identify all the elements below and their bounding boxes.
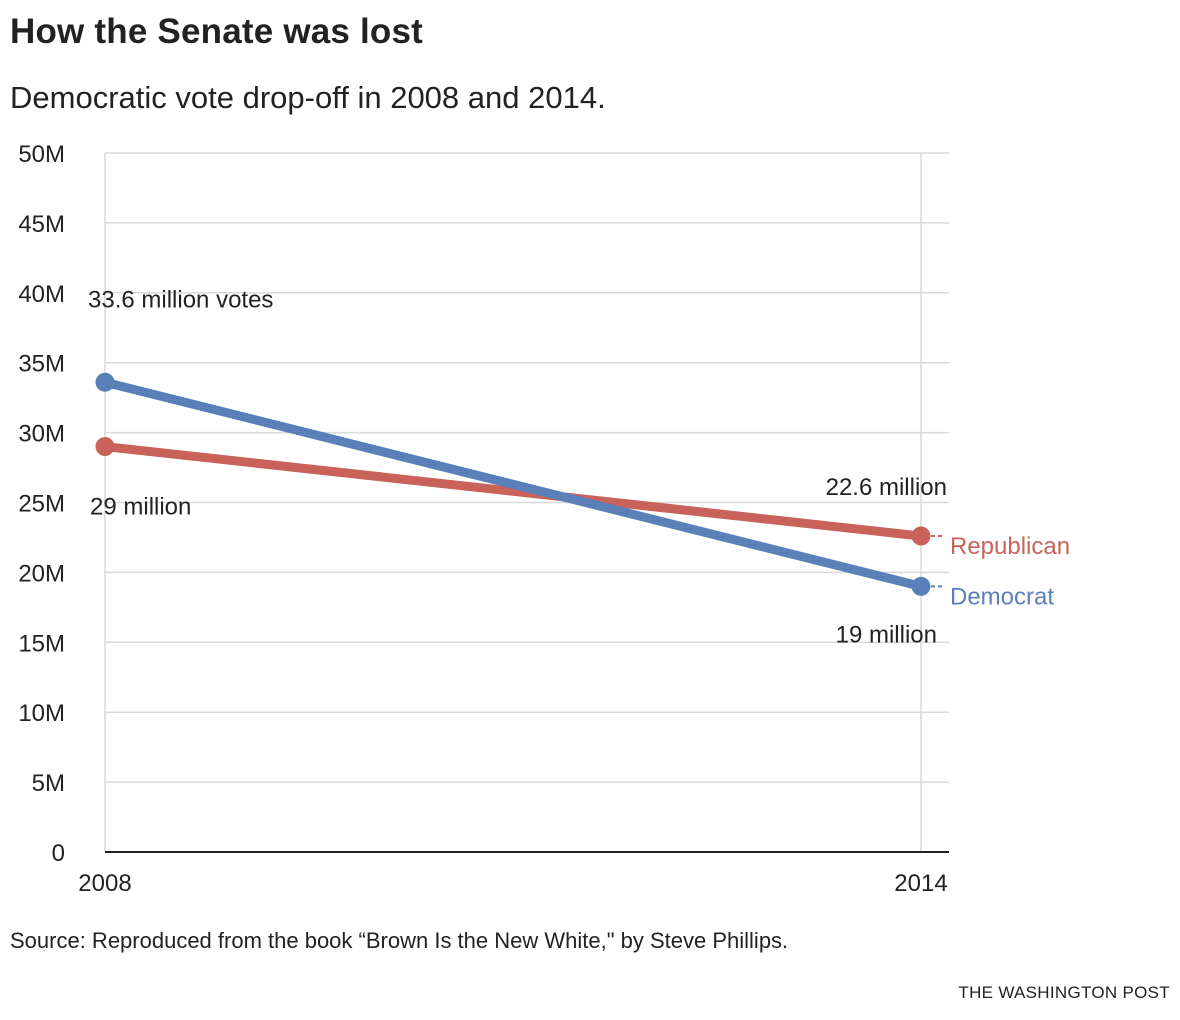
line-chart: 0 5M 10M 15M 20M 25M 30M 35M 40M 45M 50M 2008 2014 2…: [0, 0, 1180, 920]
y-tick-label: 50M: [18, 141, 65, 168]
data-point-republican: [96, 437, 115, 456]
y-tick-label: 10M: [18, 700, 65, 727]
y-tick-label: 35M: [18, 351, 65, 378]
y-tick-label: 40M: [18, 281, 65, 308]
series-line-democrat: [105, 382, 921, 586]
data-point-democrat: [96, 373, 115, 392]
legend-label-republican: Republican: [950, 533, 1070, 560]
series-line-republican: [105, 447, 921, 536]
y-tick-label: 45M: [18, 211, 65, 238]
x-tick-label: 2008: [78, 870, 131, 897]
data-label-republican: 22.6 million: [826, 474, 947, 501]
y-tick-label: 0: [52, 840, 65, 867]
y-tick-label: 20M: [18, 560, 65, 587]
data-label-democrat: 19 million: [836, 621, 937, 648]
y-tick-label: 15M: [18, 630, 65, 657]
legend-label-democrat: Democrat: [950, 583, 1054, 610]
x-tick-label: 2014: [894, 870, 947, 897]
y-tick-label: 25M: [18, 491, 65, 518]
y-tick-label: 30M: [18, 421, 65, 448]
series-layer: [96, 373, 931, 596]
data-label-republican: 29 million: [90, 494, 191, 521]
data-point-republican: [912, 527, 931, 546]
source-note: Source: Reproduced from the book “Brown …: [10, 928, 788, 954]
y-tick-label: 5M: [32, 770, 65, 797]
data-point-democrat: [912, 577, 931, 596]
grid-layer: [105, 153, 949, 852]
publisher-credit: THE WASHINGTON POST: [958, 983, 1170, 1003]
data-label-democrat: 33.6 million votes: [88, 286, 273, 313]
